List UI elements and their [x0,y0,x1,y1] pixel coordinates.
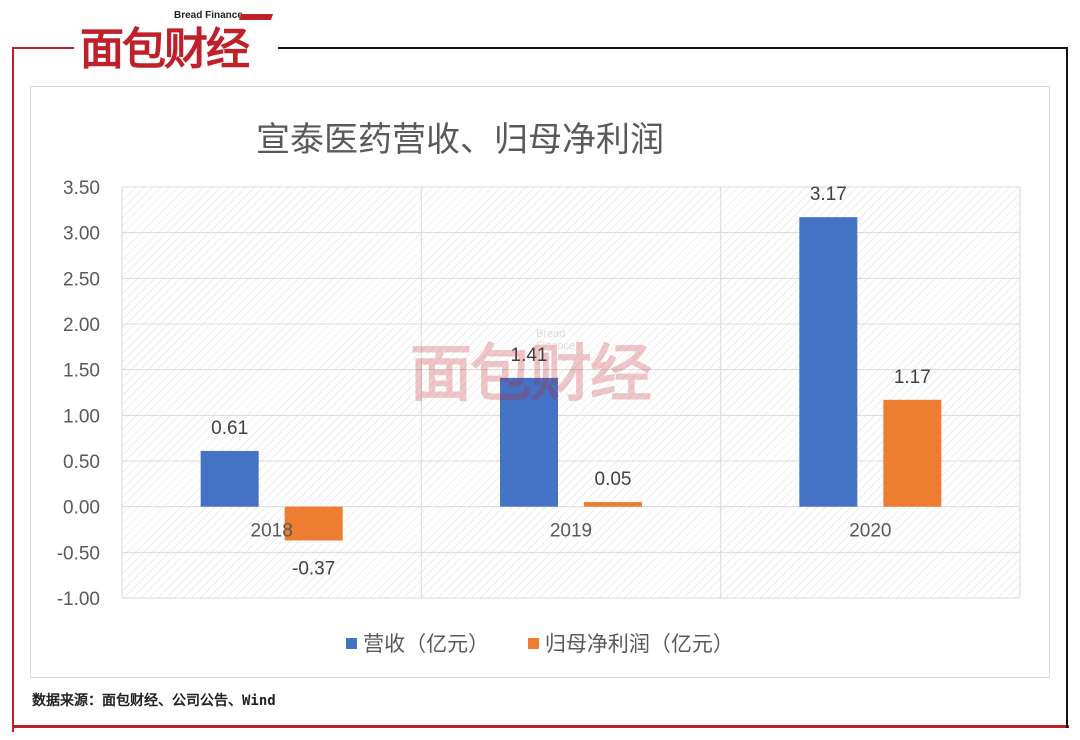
brand-logo-en: Bread Finance [174,10,243,21]
bar-revenue-2020 [799,217,858,507]
y-tick-label: 2.50 [63,269,100,290]
source-note: 数据来源：面包财经、公司公告、Wind [32,693,276,709]
brand-logo-cn: 面包财经 [80,24,250,75]
y-tick-label: 0.00 [63,498,100,519]
chart-title: 宣泰医药营收、归母净利润 [0,112,1080,161]
chart-title-text: 宣泰医药营收、归母净利润 [256,120,664,160]
legend-item-profit: 归母净利润（亿元） [527,628,734,658]
data-label-revenue-2019: 1.41 [511,345,548,366]
y-tick-label: 3.50 [63,178,100,199]
legend-item-revenue: 营收（亿元） [346,628,489,658]
x-category-label: 2018 [251,521,293,542]
y-tick-label: 1.00 [63,406,100,427]
y-tick-label: -1.00 [57,589,100,610]
frame-right-line [1066,47,1068,728]
data-label-revenue-2020: 3.17 [810,184,847,205]
bar-revenue-2019 [500,377,558,507]
frame-left-line [12,47,14,732]
y-tick-label: -0.50 [57,543,100,564]
y-tick-label: 3.00 [63,224,100,245]
x-category-label: 2020 [849,521,891,542]
legend-swatch-revenue [346,637,358,649]
plot-area [122,187,1020,598]
bar-revenue-2018 [200,450,259,507]
frame-top-red-line [12,47,74,49]
y-tick-label: 1.50 [63,361,100,382]
y-tick-label: 2.00 [63,315,100,336]
data-label-profit-2018: -0.37 [292,558,335,579]
bar-profit-2019 [584,502,642,507]
legend: 营收（亿元） 归母净利润（亿元） [0,628,1080,658]
bar-profit-2020 [883,399,942,507]
data-label-profit-2020: 1.17 [894,367,931,388]
y-tick-label: 0.50 [63,452,100,473]
bar-profit-2018 [284,506,343,541]
data-label-revenue-2018: 0.61 [211,418,248,439]
frame-top-black-line [278,47,1068,49]
legend-label-profit: 归母净利润（亿元） [544,632,734,656]
frame-bottom-line [12,725,1069,728]
legend-label-revenue: 营收（亿元） [363,632,490,656]
legend-swatch-profit [527,637,539,649]
brand-logo: Bread Finance 面包财经 [80,10,275,80]
x-category-label: 2019 [550,521,592,542]
data-label-profit-2019: 0.05 [595,469,632,490]
